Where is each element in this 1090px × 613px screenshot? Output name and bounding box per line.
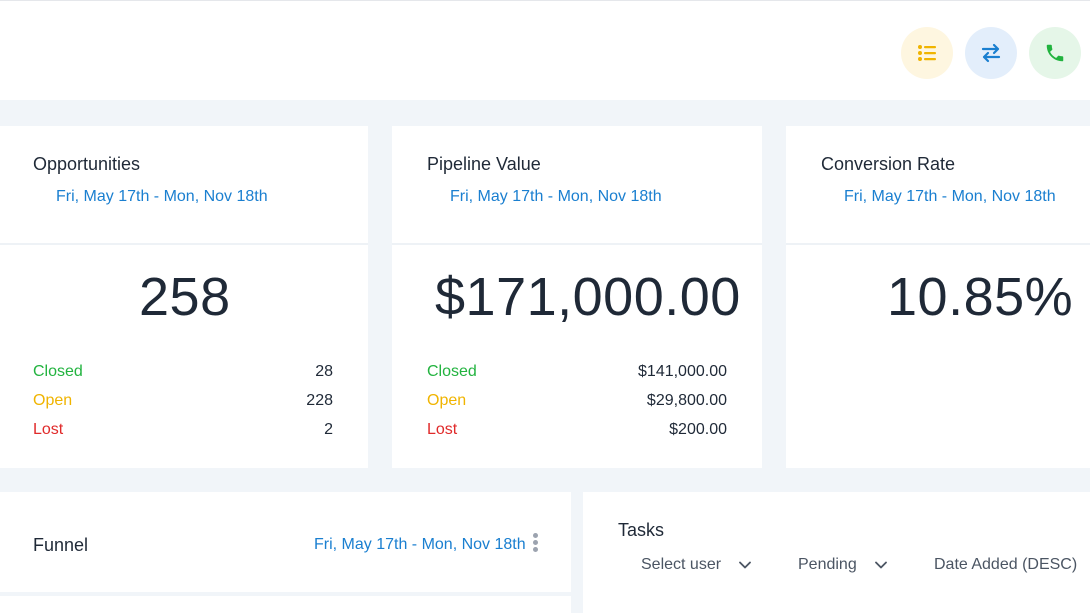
- opportunities-card: [0, 126, 368, 468]
- chevron-down-icon[interactable]: [875, 561, 887, 569]
- opportunities-title: Opportunities: [33, 154, 141, 174]
- lost-label: Lost: [33, 421, 64, 438]
- lost-label: Lost: [427, 421, 458, 438]
- pipeline-value-card: [392, 126, 762, 468]
- lost-count: 2: [324, 421, 333, 438]
- card-header: [786, 126, 1090, 245]
- status-select[interactable]: Pending: [798, 556, 857, 573]
- swap-button[interactable]: [965, 27, 1017, 79]
- conversion-date-range[interactable]: Fri, May 17th - Mon, Nov 18th: [844, 188, 1056, 205]
- tasks-title: Tasks: [618, 520, 665, 540]
- user-select[interactable]: Select user: [641, 556, 722, 573]
- funnel-date-range[interactable]: Fri, May 17th - Mon, Nov 18th: [314, 536, 526, 553]
- funnel-body: [0, 596, 571, 613]
- chevron-down-icon[interactable]: [739, 561, 751, 569]
- closed-count: 28: [315, 363, 333, 380]
- card-header: [0, 126, 368, 245]
- pipeline-title: Pipeline Value: [427, 154, 541, 174]
- pipeline-total: $171,000.00: [435, 267, 741, 327]
- open-label: Open: [33, 392, 73, 409]
- conversion-title: Conversion Rate: [821, 154, 956, 174]
- top-bar: [0, 0, 1090, 100]
- closed-label: Closed: [427, 363, 477, 380]
- lost-amount: $200.00: [669, 421, 727, 438]
- conversion-value: 10.85%: [887, 267, 1074, 327]
- tasks-card: [583, 492, 1090, 613]
- kebab-menu-icon[interactable]: [533, 533, 539, 555]
- opportunities-total: 258: [139, 267, 231, 327]
- pipeline-date-range[interactable]: Fri, May 17th - Mon, Nov 18th: [450, 188, 662, 205]
- card-header: [392, 126, 762, 245]
- phone-icon: [1046, 44, 1064, 62]
- open-label: Open: [427, 392, 467, 409]
- conversion-rate-card: [786, 126, 1090, 468]
- closed-label: Closed: [33, 363, 83, 380]
- list-button[interactable]: [901, 27, 953, 79]
- opportunities-date-range[interactable]: Fri, May 17th - Mon, Nov 18th: [56, 188, 268, 205]
- list-icon: [918, 45, 936, 61]
- phone-button[interactable]: [1029, 27, 1081, 79]
- funnel-title: Funnel: [33, 535, 89, 555]
- closed-amount: $141,000.00: [638, 363, 727, 380]
- funnel-card: [0, 492, 571, 592]
- sort-select[interactable]: Date Added (DESC): [934, 556, 1078, 573]
- open-amount: $29,800.00: [646, 392, 727, 409]
- swap-icon: [981, 43, 1001, 63]
- open-count: 228: [306, 392, 333, 409]
